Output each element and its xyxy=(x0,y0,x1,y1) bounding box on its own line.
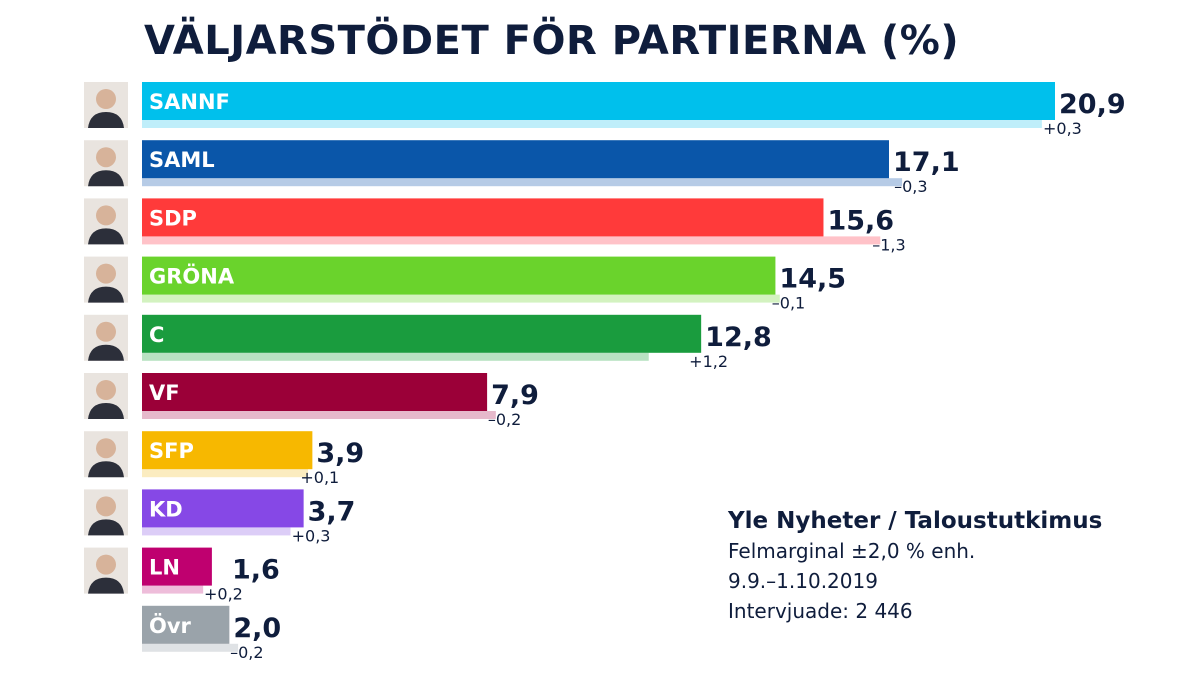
value-label-sannf: 20,9 xyxy=(1059,89,1126,120)
change-label-sannf: +0,3 xyxy=(1043,119,1082,138)
bar-label-vf: VF xyxy=(149,381,180,405)
portrait-body xyxy=(88,170,124,187)
party-leader-portrait xyxy=(84,82,128,128)
previous-bar-sdp xyxy=(142,236,881,245)
portrait-head xyxy=(96,496,116,517)
party-leader-portrait xyxy=(84,198,128,245)
source-title: Yle Nyheter / Taloustutkimus xyxy=(728,508,1103,534)
change-label-saml: –0,3 xyxy=(894,177,927,196)
party-leader-portrait xyxy=(84,489,128,536)
party-leader-portrait xyxy=(84,140,128,187)
value-label-sdp: 15,6 xyxy=(827,205,894,236)
previous-bar-saml xyxy=(142,178,903,187)
party-leader-portrait xyxy=(84,373,128,419)
portrait-body xyxy=(88,344,124,361)
portrait-body xyxy=(88,286,124,303)
bar-kd xyxy=(142,489,304,528)
value-label-gröna: 14,5 xyxy=(779,264,846,295)
previous-bar-c xyxy=(142,352,649,361)
previous-bar-ln xyxy=(142,585,204,594)
bar-label-sfp: SFP xyxy=(149,439,194,463)
bar-sfp xyxy=(142,431,313,470)
interviewed-count-text: Intervjuade: 2 446 xyxy=(728,599,913,623)
portrait-body xyxy=(88,519,124,536)
value-label-saml: 17,1 xyxy=(893,147,960,178)
bar-label-ln: LN xyxy=(149,556,180,580)
party-leader-portrait xyxy=(84,547,128,594)
error-margin-text: Felmarginal ±2,0 % enh. xyxy=(728,539,976,563)
bar-gröna xyxy=(142,256,776,295)
value-label-c: 12,8 xyxy=(705,322,772,353)
portrait-body xyxy=(88,228,124,245)
portrait-head xyxy=(96,438,116,459)
portrait-head xyxy=(96,321,116,342)
bar-saml xyxy=(142,140,889,179)
portrait-head xyxy=(96,205,116,226)
change-label-sfp: +0,1 xyxy=(300,468,339,487)
bar-label-sannf: SANNF xyxy=(149,90,230,114)
portrait-body xyxy=(88,461,124,478)
bar-label-c: C xyxy=(149,323,164,347)
bar-vf xyxy=(142,373,488,411)
party-leader-portrait xyxy=(84,431,128,478)
change-label-ln: +0,2 xyxy=(204,585,243,604)
previous-bar-sannf xyxy=(142,120,1042,128)
survey-period-text: 9.9.–1.10.2019 xyxy=(728,569,878,593)
portrait-body xyxy=(88,403,124,419)
previous-bar-övr xyxy=(142,643,239,652)
value-label-sfp: 3,9 xyxy=(316,438,364,469)
party-leader-portrait xyxy=(84,314,128,361)
source-info: Yle Nyheter / Taloustutkimus Felmarginal… xyxy=(728,508,1102,626)
bar-label-saml: SAML xyxy=(149,148,215,172)
change-label-vf: –0,2 xyxy=(488,410,521,429)
change-label-c: +1,2 xyxy=(689,352,728,371)
bar-sdp xyxy=(142,198,824,237)
change-label-kd: +0,3 xyxy=(292,526,331,545)
bar-ln xyxy=(142,547,212,586)
value-label-kd: 3,7 xyxy=(308,496,356,527)
value-label-övr: 2,0 xyxy=(233,613,281,644)
previous-bar-sfp xyxy=(142,469,308,478)
portrait-head xyxy=(96,263,116,284)
value-label-vf: 7,9 xyxy=(491,380,539,411)
bar-label-sdp: SDP xyxy=(149,206,197,230)
bar-c xyxy=(142,314,702,353)
change-label-sdp: –1,3 xyxy=(872,235,905,254)
portrait-head xyxy=(96,89,116,109)
bar-övr xyxy=(142,605,230,644)
previous-bar-kd xyxy=(142,527,291,536)
portrait-body xyxy=(88,112,124,128)
previous-bar-gröna xyxy=(142,294,780,303)
portrait-head xyxy=(96,147,116,168)
bar-sannf xyxy=(142,82,1055,120)
party-leader-portrait xyxy=(84,256,128,303)
change-label-övr: –0,2 xyxy=(230,643,263,662)
value-label-ln: 1,6 xyxy=(232,555,280,586)
change-label-gröna: –0,1 xyxy=(772,294,805,313)
portrait-head xyxy=(96,380,116,400)
chart-title: VÄLJARSTÖDET FÖR PARTIERNA (%) xyxy=(144,18,960,64)
bar-label-kd: KD xyxy=(149,497,183,521)
bar-label-gröna: GRÖNA xyxy=(149,264,235,289)
portrait-head xyxy=(96,554,116,575)
previous-bar-vf xyxy=(142,411,496,419)
portrait-body xyxy=(88,577,124,594)
bar-label-övr: Övr xyxy=(149,613,192,638)
